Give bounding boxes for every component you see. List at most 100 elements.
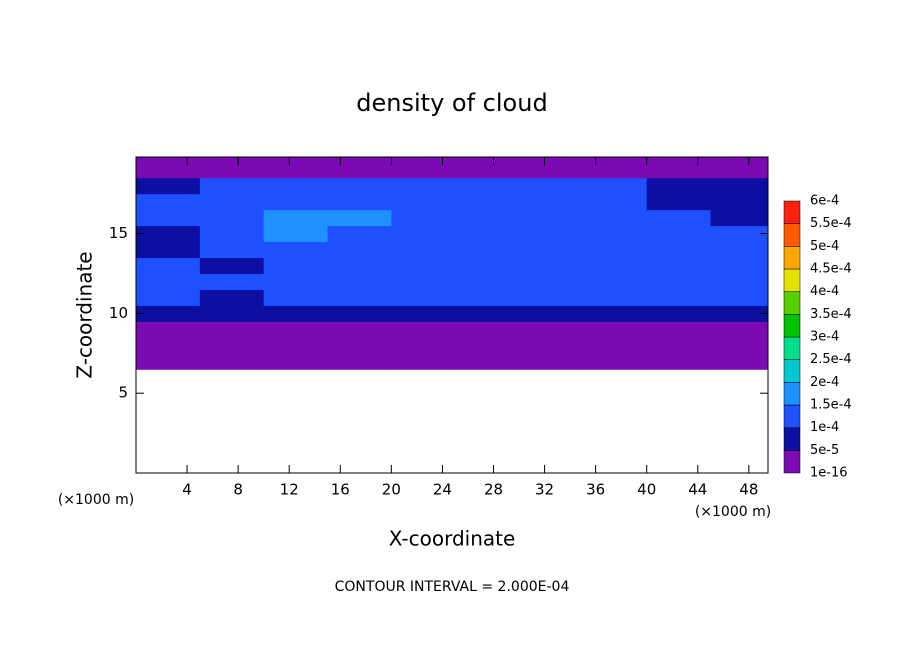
contour-cell <box>519 289 584 306</box>
contour-cell <box>582 289 648 306</box>
contour-cell <box>199 321 265 338</box>
colorbar-label: 1.5e-4 <box>810 398 852 413</box>
chart-title: density of cloud <box>356 89 547 117</box>
contour-cell <box>455 289 520 306</box>
contour-cell <box>199 209 265 227</box>
x-unit: (×1000 m) <box>695 504 771 520</box>
contour-cell <box>391 337 456 354</box>
contour-cell <box>391 273 456 290</box>
contour-cell <box>455 337 520 354</box>
colorbar-band <box>783 291 801 315</box>
contour-cell <box>199 289 265 306</box>
contour-cell <box>455 177 520 195</box>
contour-cell <box>263 241 329 259</box>
x-tick-label: 8 <box>233 481 243 499</box>
y-axis-label: Z-coordinate <box>73 251 97 378</box>
contour-cell <box>263 353 329 370</box>
y-tick-label: 10 <box>109 304 128 322</box>
contour-cell <box>136 305 201 322</box>
x-tick-label: 16 <box>331 481 350 499</box>
contour-cell <box>136 353 201 370</box>
x-axis-label: X-coordinate <box>389 527 516 551</box>
contour-cell <box>263 337 329 354</box>
contour-cell <box>710 225 769 243</box>
contour-cell <box>710 321 769 338</box>
contour-cell <box>327 289 392 306</box>
contour-cell <box>263 209 329 227</box>
contour-cell <box>327 273 392 290</box>
colorbar-label: 5e-4 <box>810 239 839 254</box>
contour-cell <box>582 225 648 243</box>
contour-cell <box>199 305 265 322</box>
contour-cell <box>263 177 329 195</box>
x-tick-label: 4 <box>182 481 192 499</box>
contour-cell <box>136 257 201 275</box>
contour-cell <box>710 177 769 195</box>
contour-cell <box>646 157 712 179</box>
contour-cell <box>327 337 392 354</box>
contour-cell <box>391 321 456 338</box>
contour-cell <box>710 273 769 290</box>
contour-cell <box>519 321 584 338</box>
contour-cell <box>391 289 456 306</box>
colorbar-band <box>783 427 801 451</box>
contour-cell <box>455 353 520 370</box>
contour-cell <box>199 337 265 354</box>
contour-cell <box>582 257 648 275</box>
contour-cell <box>455 273 520 290</box>
contour-cell <box>136 157 201 179</box>
contour-cell <box>136 337 201 354</box>
contour-cell <box>263 257 329 275</box>
y-tick-label: 5 <box>118 384 128 402</box>
x-tick-label: 32 <box>535 481 554 499</box>
contour-cell <box>263 289 329 306</box>
contour-cell <box>646 193 712 211</box>
contour-cell <box>136 193 201 211</box>
contour-cell <box>263 321 329 338</box>
contour-cell <box>519 193 584 211</box>
x-tick-label: 48 <box>739 481 758 499</box>
contour-cell <box>327 321 392 338</box>
colorbar-label: 1e-16 <box>810 466 848 481</box>
contour-cell <box>646 273 712 290</box>
contour-cell <box>646 305 712 322</box>
contour-cell <box>136 225 201 243</box>
colorbar-band <box>783 223 801 247</box>
contour-cell <box>582 305 648 322</box>
contour-cell <box>136 209 201 227</box>
contour-cell <box>646 209 712 227</box>
contour-cell <box>582 209 648 227</box>
colorbar-band <box>783 200 801 224</box>
contour-cell <box>263 305 329 322</box>
colorbar-label: 3e-4 <box>810 330 839 345</box>
contour-cell <box>646 353 712 370</box>
contour-cell <box>519 257 584 275</box>
contour-cell <box>327 241 392 259</box>
contour-cell <box>455 241 520 259</box>
contour-cell <box>199 157 265 179</box>
contour-cell <box>136 241 201 259</box>
contour-cell <box>263 193 329 211</box>
contour-cell <box>582 157 648 179</box>
contour-cell <box>646 289 712 306</box>
contour-cell <box>646 337 712 354</box>
contour-cell <box>455 321 520 338</box>
contour-cell <box>327 209 392 227</box>
colorbar-label: 2e-4 <box>810 375 839 390</box>
contour-cell <box>391 241 456 259</box>
contour-cell <box>519 337 584 354</box>
x-tick-label: 40 <box>637 481 656 499</box>
contour-cell <box>710 241 769 259</box>
contour-cell <box>136 289 201 306</box>
contour-cell <box>263 157 329 179</box>
contour-cell <box>519 225 584 243</box>
contour-cell <box>582 193 648 211</box>
contour-cell <box>582 241 648 259</box>
x-tick-label: 20 <box>382 481 401 499</box>
colorbar-label: 4.5e-4 <box>810 262 852 277</box>
contour-cell <box>199 193 265 211</box>
contour-cell <box>199 241 265 259</box>
contour-cell <box>646 321 712 338</box>
contour-cell <box>391 257 456 275</box>
colorbar-label: 5.5e-4 <box>810 216 852 231</box>
